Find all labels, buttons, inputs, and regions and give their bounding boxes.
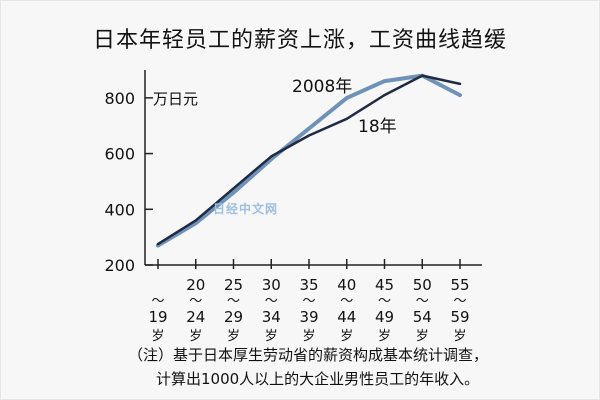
series-label-2008: 2008年 [292,77,352,97]
y-axis-unit-label: 万日元 [153,90,198,108]
x-tick-label-tilde: 〜 [416,294,429,309]
x-tick-label-start: 50 [413,276,432,294]
y-tick-label: 800 [104,89,135,108]
x-tick-label-tilde: 〜 [453,294,466,309]
x-tick-label-tilde: 〜 [302,294,315,309]
series-line-2008 [156,73,462,248]
x-tick-label-start: 35 [299,276,318,294]
x-tick-label-end: 24 [186,308,205,326]
x-tick-label-end: 44 [337,308,356,326]
x-tick-label-start: 45 [375,276,394,294]
watermark: 日经中文网 [213,202,279,216]
x-tick-label-end: 34 [262,308,281,326]
x-tick-label-end: 19 [148,308,167,326]
chart-title: 日本年轻员工的薪资上涨，工资曲线趋缓 [92,28,507,53]
x-tick-label-unit: 岁 [302,329,315,344]
x-tick-label-start: 30 [262,276,281,294]
x-tick-label-start: 25 [224,276,243,294]
x-tick-label-tilde: 〜 [378,294,391,309]
x-tick-label-unit: 岁 [227,329,240,344]
x-tick-label-unit: 岁 [453,329,466,344]
x-tick-label-unit: 岁 [151,329,164,344]
x-tick-label-tilde: 〜 [340,294,353,309]
x-tick-label-tilde: 〜 [189,294,202,309]
x-tick-label-start: 40 [337,276,356,294]
x-tick-label-unit: 岁 [416,329,429,344]
x-tick-label-end: 49 [375,308,394,326]
y-tick-label: 400 [104,200,135,219]
x-tick-label-end: 39 [299,308,318,326]
series-label-2018: 18年 [358,117,397,137]
x-tick-label-start: 55 [450,276,469,294]
x-tick-label-unit: 岁 [340,329,353,344]
x-tick-label-unit: 岁 [378,329,391,344]
x-tick-label-start: 20 [186,276,205,294]
x-tick-label-tilde: 〜 [227,294,240,309]
x-tick-label-tilde: 〜 [151,294,164,309]
x-tick-label-end: 59 [450,308,469,326]
x-tick-label-unit: 岁 [189,329,202,344]
footnote-line-1: （注）基于日本厚生劳动省的薪资构成基本统计调查， [128,346,489,364]
y-tick-label: 200 [104,256,135,275]
footnote-line-2: 计算出1000人以上的大企业男性员工的年收入。 [156,370,480,388]
series-line-2018 [156,74,462,246]
y-tick-label: 600 [104,145,135,164]
x-tick-label-tilde: 〜 [265,294,278,309]
x-tick-label-end: 29 [224,308,243,326]
x-tick-label-unit: 岁 [265,329,278,344]
x-tick-label-end: 54 [413,308,432,326]
